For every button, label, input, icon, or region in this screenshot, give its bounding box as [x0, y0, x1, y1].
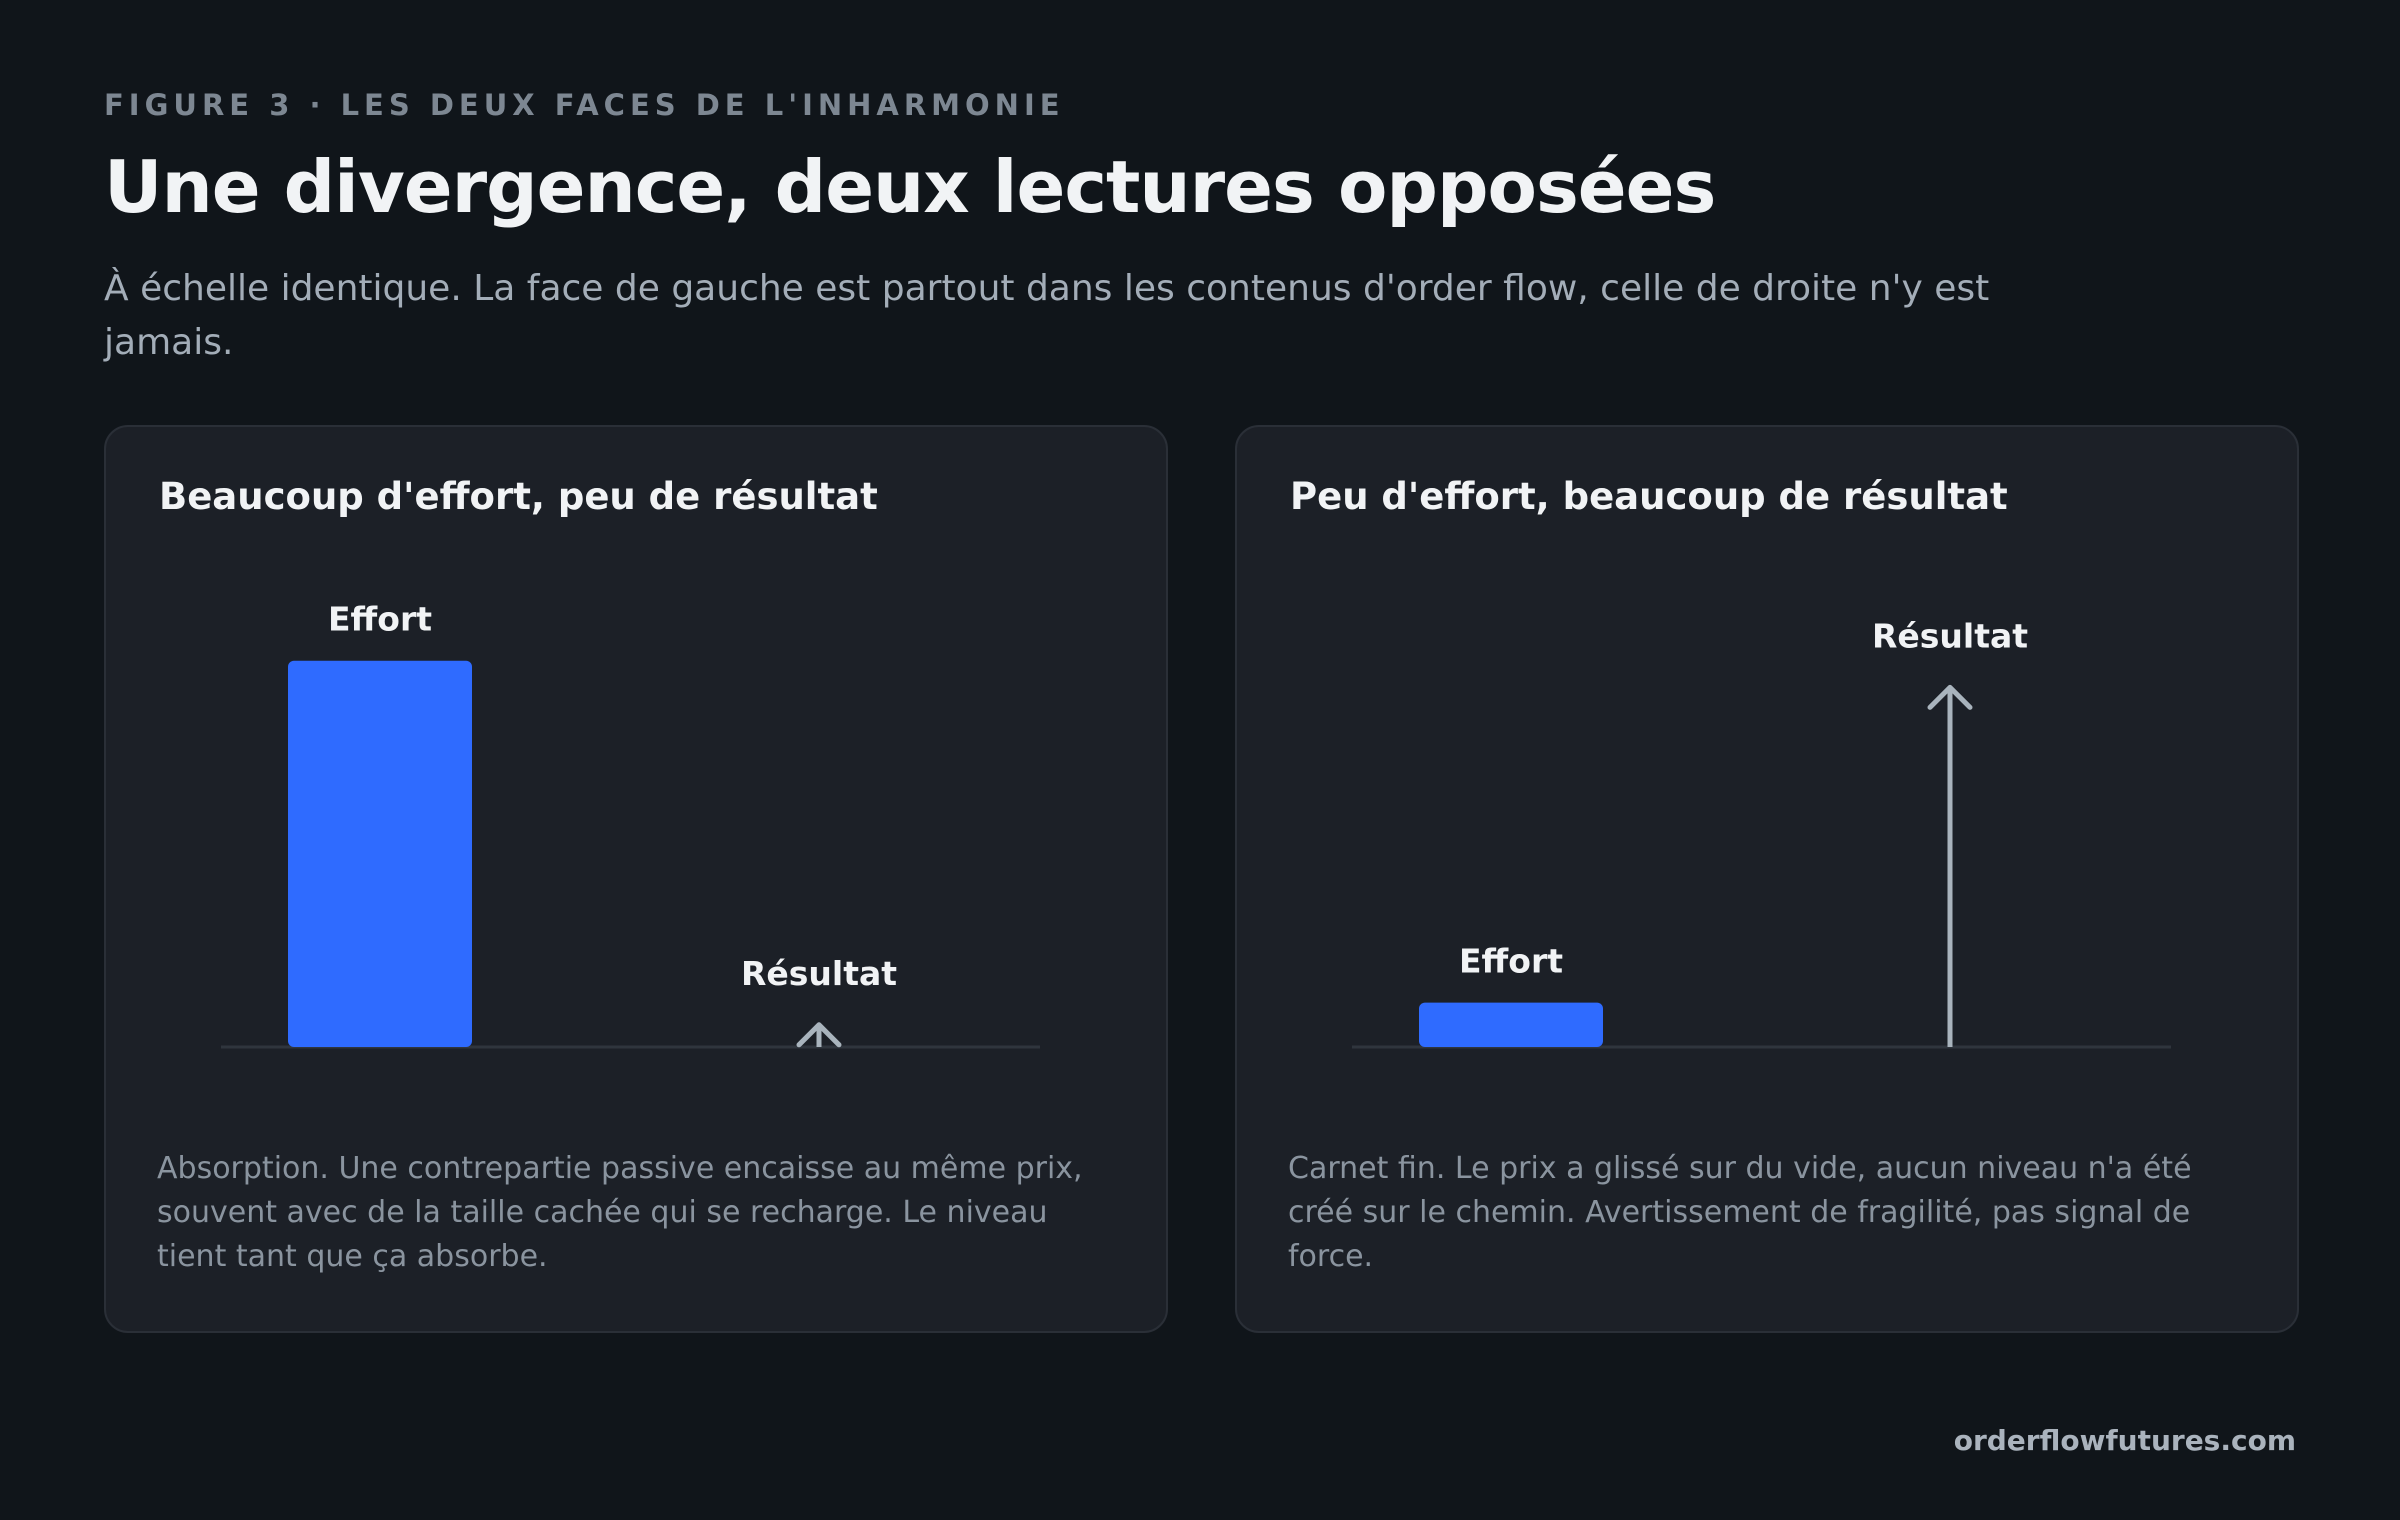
category-label: Résultat [1872, 616, 2028, 655]
footer: orderflowfutures.com [1953, 1424, 2296, 1457]
arrow-head [796, 1022, 842, 1048]
subtitle: À échelle identique. La face de gauche e… [104, 268, 1990, 363]
category-label: Effort [328, 600, 432, 639]
chart: Peu d'effort, beaucoup de résultat Effort… [1290, 475, 2171, 1049]
kicker: FIGURE 3 · LES DEUX FACES DE L'INHARMONI… [104, 88, 1065, 122]
chart-title: Beaucoup d'effort, peu de résultat [159, 475, 878, 518]
chart: Beaucoup d'effort, peu de résultat Effort… [159, 475, 1040, 1049]
chart-title: Peu d'effort, beaucoup de résultat [1290, 475, 2008, 518]
panel: Beaucoup d'effort, peu de résultat Effort… [104, 425, 1168, 1333]
title: Une divergence, deux lectures opposées [104, 145, 1716, 229]
caption: Carnet fin. Le prix a glissé sur du vide… [1288, 1151, 2192, 1274]
category-label: Résultat [741, 954, 897, 993]
category-label: Effort [1459, 942, 1563, 981]
arrow-head [1927, 684, 1973, 710]
bar [1419, 1002, 1603, 1047]
panel: Peu d'effort, beaucoup de résultat Effort… [1235, 425, 2299, 1333]
bar [288, 660, 472, 1047]
caption: Absorption. Une contrepartie passive enc… [157, 1151, 1083, 1274]
